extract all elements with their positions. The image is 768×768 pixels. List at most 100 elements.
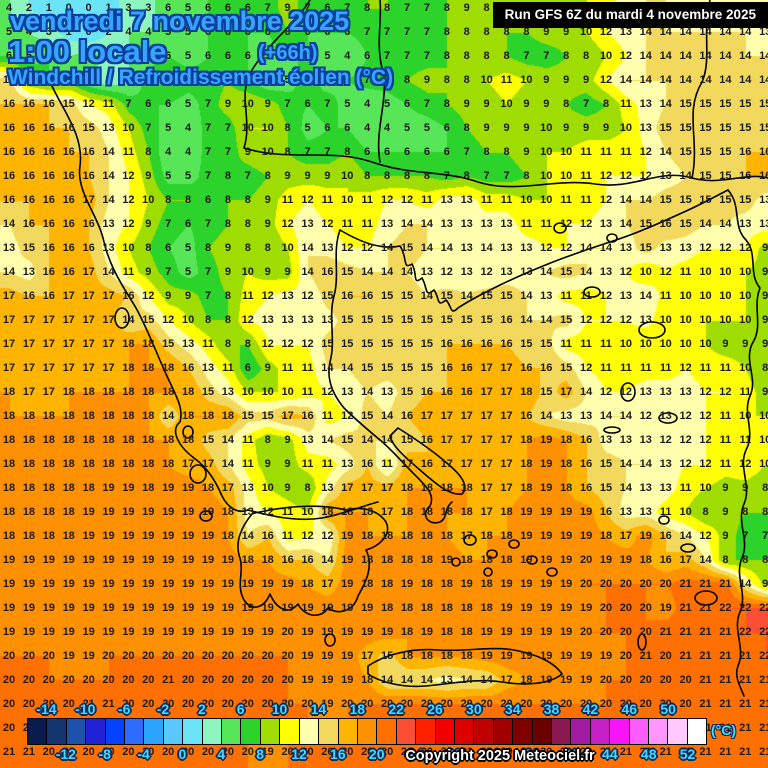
grid-value: 11: [580, 290, 592, 302]
grid-value: 19: [579, 506, 593, 518]
colorbar-tick-label: -6: [117, 701, 131, 717]
grid-value: 20: [599, 674, 613, 686]
grid-value: 17: [480, 362, 493, 374]
colorbar-cell: [202, 719, 223, 744]
grid-value: 14: [520, 314, 533, 326]
grid-value: 19: [540, 674, 553, 686]
grid-value: 18: [22, 530, 36, 542]
grid-value: 16: [82, 218, 95, 230]
grid-value: 11: [301, 386, 314, 398]
grid-value: 7: [204, 290, 212, 302]
grid-value: 18: [181, 410, 195, 422]
grid-value: 8: [224, 194, 231, 206]
grid-value: 13: [460, 194, 473, 206]
grid-value: 11: [580, 338, 592, 350]
grid-value: 16: [361, 458, 374, 470]
grid-value: 19: [261, 602, 274, 614]
grid-value: 16: [82, 242, 95, 254]
grid-value: 18: [102, 434, 115, 446]
grid-value: 13: [281, 314, 294, 326]
grid-value: 6: [45, 74, 52, 86]
grid-value: 6: [344, 122, 351, 134]
grid-value: 19: [162, 554, 175, 566]
grid-value: 11: [540, 218, 553, 230]
grid-value: 5: [304, 122, 311, 134]
grid-value: 8: [384, 2, 391, 14]
grid-value: 12: [599, 26, 613, 38]
grid-value: 12: [679, 434, 692, 446]
grid-value: 8: [185, 194, 192, 206]
grid-value: 7: [384, 26, 391, 38]
grid-value: 11: [600, 146, 612, 158]
grid-value: 9: [742, 338, 749, 350]
grid-value: 8: [722, 554, 729, 566]
grid-value: 10: [739, 290, 752, 302]
grid-value: 9: [224, 242, 231, 254]
grid-value: 21: [679, 602, 692, 614]
grid-value: 7: [204, 218, 212, 230]
colorbar-cell: [551, 719, 572, 744]
grid-value: 18: [440, 650, 453, 662]
grid-value: 7: [224, 122, 231, 134]
grid-value: 19: [520, 602, 533, 614]
grid-value: 19: [162, 602, 175, 614]
grid-value: 10: [699, 314, 712, 326]
grid-value: 5: [284, 74, 291, 86]
grid-value: 17: [679, 554, 692, 566]
grid-value: 19: [361, 626, 374, 638]
colorbar-tick-label: 26: [427, 701, 443, 717]
colorbar-cell: [532, 719, 552, 744]
grid-value: 20: [201, 674, 215, 686]
grid-value: 8: [503, 50, 510, 62]
grid-value: 18: [142, 362, 155, 374]
grid-value: 18: [361, 674, 374, 686]
grid-value: 8: [25, 74, 32, 86]
grid-value: 21: [639, 650, 652, 662]
grid-value: 18: [122, 434, 135, 446]
grid-value: 11: [202, 338, 214, 350]
grid-value: 4: [105, 50, 112, 62]
grid-value: 19: [241, 626, 254, 638]
grid-value: 19: [341, 554, 354, 566]
grid-value: 13: [759, 194, 768, 206]
grid-value: 19: [162, 626, 175, 638]
grid-value: 17: [420, 410, 434, 422]
grid-value: 18: [221, 410, 235, 422]
grid-value: 9: [483, 122, 490, 134]
grid-value: 9: [264, 218, 271, 230]
grid-value: 14: [540, 314, 553, 326]
grid-value: 17: [181, 458, 195, 470]
grid-value: 9: [722, 338, 729, 350]
grid-value: 19: [341, 650, 354, 662]
grid-value: 13: [759, 218, 768, 230]
grid-value: 18: [102, 386, 115, 398]
grid-value: 16: [42, 146, 55, 158]
grid-value: 21: [599, 746, 613, 758]
grid-value: 18: [560, 458, 573, 470]
colorbar-cell: [377, 719, 397, 744]
grid-value: 15: [719, 170, 732, 182]
grid-value: 19: [540, 554, 553, 566]
grid-value: 19: [639, 530, 652, 542]
grid-value: 20: [181, 674, 195, 686]
grid-value: 9: [244, 146, 251, 158]
grid-value: 6: [384, 146, 391, 158]
grid-value: 18: [62, 434, 75, 446]
grid-value: 16: [301, 410, 314, 422]
grid-value: 10: [261, 122, 274, 134]
grid-value: 16: [22, 98, 36, 110]
grid-value: 14: [420, 242, 434, 254]
grid-value: 7: [304, 146, 311, 158]
grid-value: 20: [142, 698, 155, 710]
grid-value: 21: [699, 674, 712, 686]
grid-value: 5: [185, 2, 192, 14]
colorbar-tick-label: -10: [75, 701, 96, 717]
grid-value: 14: [102, 194, 115, 206]
grid-value: 15: [699, 98, 712, 110]
grid-value: 8: [364, 170, 371, 182]
grid-value: 12: [241, 314, 254, 326]
grid-value: 21: [2, 746, 16, 758]
grid-value: 11: [301, 362, 314, 374]
grid-value: 11: [301, 458, 314, 470]
grid-value: 20: [659, 674, 672, 686]
